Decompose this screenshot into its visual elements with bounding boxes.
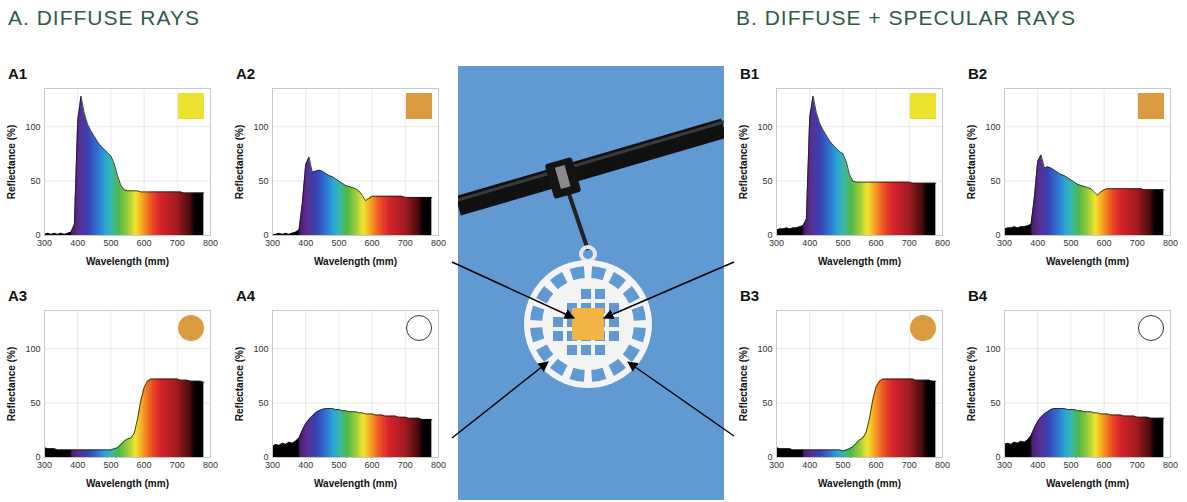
svg-text:0: 0: [35, 452, 41, 463]
svg-text:50: 50: [990, 398, 1000, 408]
svg-text:500: 500: [331, 238, 346, 248]
svg-text:300: 300: [997, 460, 1012, 470]
svg-text:700: 700: [170, 238, 185, 248]
svg-text:50: 50: [30, 176, 40, 186]
svg-text:0: 0: [263, 230, 269, 241]
svg-text:Wavelength (mm): Wavelength (mm): [1046, 478, 1129, 489]
svg-text:300: 300: [769, 238, 784, 248]
html-text:B3: B3: [740, 287, 760, 304]
svg-text:300: 300: [265, 460, 280, 470]
svg-text:50: 50: [258, 176, 268, 186]
svg-text:Reflectance (%): Reflectance (%): [738, 347, 749, 421]
svg-text:400: 400: [1030, 238, 1045, 248]
svg-text:Wavelength (mm): Wavelength (mm): [314, 256, 397, 267]
svg-text:Wavelength (mm): Wavelength (mm): [818, 478, 901, 489]
svg-text:50: 50: [990, 176, 1000, 186]
svg-text:Wavelength (mm): Wavelength (mm): [818, 256, 901, 267]
html-text:A. DIFFUSE RAYS: A. DIFFUSE RAYS: [8, 6, 200, 29]
svg-text:400: 400: [802, 238, 817, 248]
svg-text:800: 800: [431, 238, 446, 248]
svg-text:100: 100: [985, 121, 1000, 131]
svg-text:0: 0: [995, 230, 1001, 241]
svg-text:Reflectance (%): Reflectance (%): [966, 347, 977, 421]
svg-text:500: 500: [331, 460, 346, 470]
svg-text:400: 400: [70, 460, 85, 470]
svg-text:100: 100: [25, 121, 40, 131]
svg-text:Reflectance (%): Reflectance (%): [234, 125, 245, 199]
svg-text:700: 700: [170, 460, 185, 470]
svg-text:700: 700: [1130, 460, 1145, 470]
svg-text:800: 800: [431, 460, 446, 470]
svg-text:700: 700: [902, 238, 917, 248]
svg-text:Wavelength (mm): Wavelength (mm): [86, 478, 169, 489]
svg-text:Wavelength (mm): Wavelength (mm): [1046, 256, 1129, 267]
html-text:A2: A2: [236, 65, 256, 82]
svg-text:800: 800: [1163, 460, 1178, 470]
svg-text:700: 700: [1130, 238, 1145, 248]
svg-text:700: 700: [398, 238, 413, 248]
svg-text:50: 50: [258, 398, 268, 408]
svg-text:100: 100: [253, 343, 268, 353]
svg-text:500: 500: [835, 460, 850, 470]
svg-text:800: 800: [203, 460, 218, 470]
svg-text:600: 600: [365, 238, 380, 248]
svg-text:100: 100: [757, 343, 772, 353]
svg-text:400: 400: [298, 460, 313, 470]
svg-text:100: 100: [25, 343, 40, 353]
svg-text:800: 800: [935, 238, 950, 248]
html-text:A4: A4: [236, 287, 256, 304]
svg-text:0: 0: [263, 452, 269, 463]
svg-text:800: 800: [1163, 238, 1178, 248]
svg-text:100: 100: [253, 121, 268, 131]
svg-text:Wavelength (mm): Wavelength (mm): [314, 478, 397, 489]
svg-text:800: 800: [935, 460, 950, 470]
svg-text:600: 600: [137, 460, 152, 470]
svg-text:Reflectance (%): Reflectance (%): [966, 125, 977, 199]
svg-text:300: 300: [265, 238, 280, 248]
svg-text:600: 600: [365, 460, 380, 470]
svg-text:0: 0: [767, 230, 773, 241]
svg-text:Reflectance (%): Reflectance (%): [6, 347, 17, 421]
svg-text:500: 500: [835, 238, 850, 248]
svg-text:Reflectance (%): Reflectance (%): [738, 125, 749, 199]
svg-text:600: 600: [869, 238, 884, 248]
svg-text:600: 600: [137, 238, 152, 248]
svg-text:300: 300: [37, 460, 52, 470]
svg-text:400: 400: [298, 238, 313, 248]
svg-text:50: 50: [762, 176, 772, 186]
svg-text:0: 0: [767, 452, 773, 463]
svg-text:600: 600: [869, 460, 884, 470]
svg-text:100: 100: [985, 343, 1000, 353]
svg-text:400: 400: [802, 460, 817, 470]
svg-text:50: 50: [30, 398, 40, 408]
html-text:B1: B1: [740, 65, 760, 82]
html-text:B2: B2: [968, 65, 988, 82]
svg-text:500: 500: [103, 460, 118, 470]
svg-text:0: 0: [995, 452, 1001, 463]
svg-text:0: 0: [35, 230, 41, 241]
svg-text:400: 400: [1030, 460, 1045, 470]
svg-text:700: 700: [902, 460, 917, 470]
svg-text:700: 700: [398, 460, 413, 470]
html-text:A1: A1: [8, 65, 28, 82]
svg-text:Wavelength (mm): Wavelength (mm): [86, 256, 169, 267]
html-text:B4: B4: [968, 287, 988, 304]
html-text:B. DIFFUSE + SPECULAR RAYS: B. DIFFUSE + SPECULAR RAYS: [736, 6, 1077, 29]
svg-text:300: 300: [37, 238, 52, 248]
svg-text:500: 500: [1063, 238, 1078, 248]
svg-text:600: 600: [1097, 460, 1112, 470]
svg-text:50: 50: [762, 398, 772, 408]
svg-text:600: 600: [1097, 238, 1112, 248]
svg-text:Reflectance (%): Reflectance (%): [6, 125, 17, 199]
svg-text:500: 500: [1063, 460, 1078, 470]
svg-text:300: 300: [997, 238, 1012, 248]
svg-text:Reflectance (%): Reflectance (%): [234, 347, 245, 421]
svg-text:500: 500: [103, 238, 118, 248]
svg-text:100: 100: [757, 121, 772, 131]
svg-text:400: 400: [70, 238, 85, 248]
svg-text:300: 300: [769, 460, 784, 470]
svg-text:800: 800: [203, 238, 218, 248]
html-text:A3: A3: [8, 287, 28, 304]
